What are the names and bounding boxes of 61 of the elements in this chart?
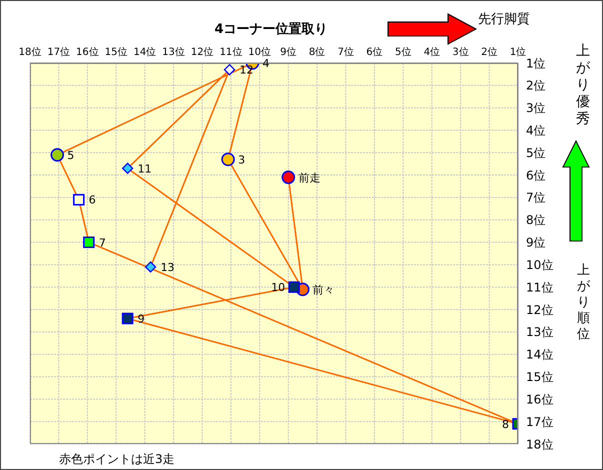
text: 赤色ポイントは近3走 (59, 451, 175, 468)
y-tick-label: 10位 (526, 258, 554, 272)
point (122, 312, 134, 324)
annotation: 13 (160, 260, 175, 274)
x-tick-label: 4位 (424, 46, 440, 58)
point (73, 194, 85, 206)
point (288, 281, 300, 293)
x-tick-label: 7位 (338, 46, 354, 58)
point (282, 170, 296, 184)
y-tick-label: 5位 (526, 146, 546, 160)
y-tick-label: 14位 (526, 348, 554, 362)
annotation: 8 (502, 418, 509, 431)
x-tick-label: 10位 (248, 46, 272, 58)
x-tick-label: 13位 (162, 46, 185, 58)
text: 先行脚質 (478, 11, 530, 28)
annotation: 11 (138, 162, 152, 176)
y-tick-label: 6位 (526, 168, 546, 182)
y-tick-label: 17位 (526, 414, 554, 429)
x-tick-label: 15位 (104, 46, 128, 58)
x-tick-label: 9位 (280, 46, 297, 58)
chart-title: 4コーナー位置取り (213, 21, 329, 38)
annotation: 6 (88, 194, 96, 207)
annotation: 前々 (312, 283, 335, 296)
y-tick-label: 16位 (526, 392, 554, 406)
y-tick-label: 11位 (526, 280, 554, 294)
point (224, 64, 236, 76)
y-tick-label: 9位 (526, 236, 546, 250)
x-tick-label: 6位 (366, 46, 383, 58)
annotation: 7 (98, 236, 106, 250)
point (221, 152, 235, 166)
point (144, 261, 156, 273)
point (50, 148, 64, 162)
annotation: 4 (262, 57, 270, 70)
y-tick-label: 12位 (526, 302, 554, 317)
y-tick-label: 15位 (526, 370, 554, 384)
x-tick-label: 12位 (190, 46, 214, 58)
annotation: 前走 (298, 171, 320, 184)
x-tick-label: 3位 (452, 46, 469, 58)
annotation: 3 (238, 153, 246, 166)
x-tick-label: 16位 (76, 46, 99, 58)
y-axis-title: 上がり順位 (576, 263, 591, 343)
y-tick-label: 7位 (526, 190, 546, 205)
x-tick-label: 1位 (510, 46, 526, 58)
x-tick-label: 17位 (47, 46, 70, 58)
point (83, 236, 95, 248)
y-tick-label: 3位 (526, 101, 546, 116)
x-tick-label: 14位 (133, 46, 156, 58)
x-tick-label: 2位 (481, 46, 498, 58)
y-tick-label: 8位 (526, 213, 546, 228)
annotation: 5 (67, 148, 74, 162)
y-tick-label: 18位 (526, 437, 554, 452)
x-tick-label: 8位 (308, 46, 326, 58)
y-tick-label: 1位 (526, 56, 546, 70)
x-tick-label: 5位 (394, 46, 412, 58)
text: 上がり優秀 (575, 43, 591, 128)
y-tick-label: 4位 (526, 123, 546, 138)
point (122, 162, 134, 174)
x-tick-label: 18位 (18, 46, 42, 58)
y-tick-label: 13位 (526, 325, 554, 340)
x-tick-label: 11位 (220, 46, 242, 58)
y-tick-label: 2位 (526, 78, 546, 93)
